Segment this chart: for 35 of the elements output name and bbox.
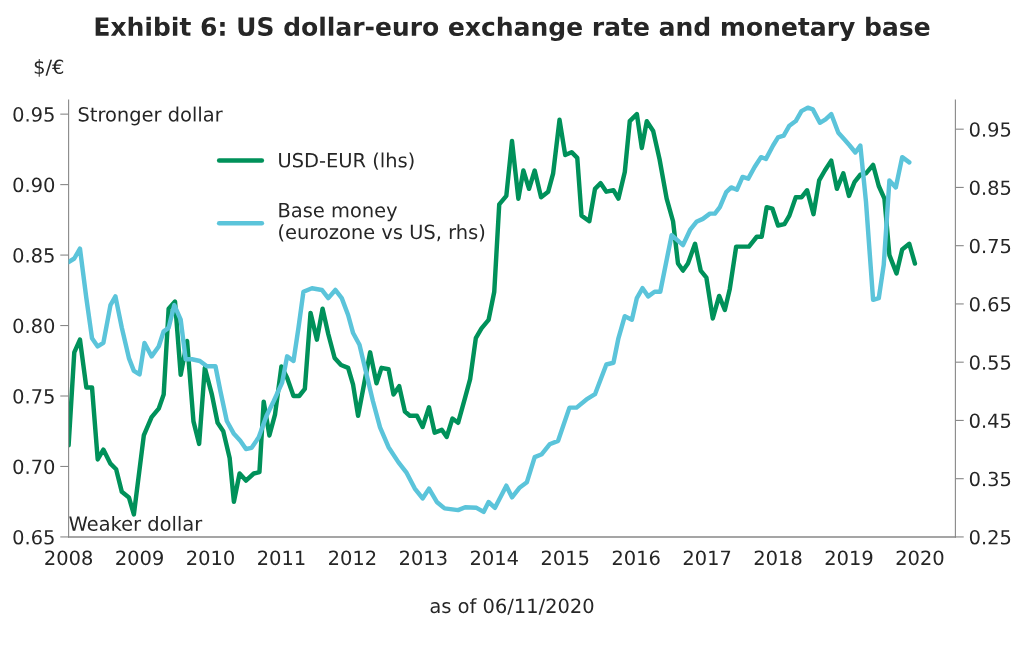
x-tick-label: 2017 [683,550,731,566]
chart-title: Exhibit 6: US dollar-euro exchange rate and monetary base [95,16,930,42]
y2-tick-label: 0.95 [969,122,1011,137]
y2-tick-label: 0.65 [969,296,1011,312]
y2-tick-label: 0.85 [969,180,1011,196]
x-tick-label: 2019 [825,550,873,566]
x-tick-label: 2013 [400,550,447,566]
x-tick-label: 2020 [896,550,944,566]
x-tick-label: 2009 [116,550,163,566]
y-tick-label: 0.85 [13,248,54,263]
x-tick-label: 2008 [45,550,93,566]
legend-label: Base money (eurozone vs US, rhs) [279,203,485,242]
y-axis-title: $/€ [34,59,64,77]
y-tick-label: 0.75 [13,388,54,404]
x-tick-label: 2018 [754,550,802,566]
x-tick-label: 2014 [470,550,518,566]
x-tick-label: 2010 [187,550,234,566]
text: as of 06/11/2020 [430,598,594,615]
y-tick-label: 0.95 [13,107,54,122]
x-tick-label: 2016 [612,550,660,566]
x-tick-label: 2015 [541,550,589,566]
annotation: Stronger dollar [78,106,223,126]
y-tick-label: 0.80 [13,318,55,334]
y-tick-label: 0.70 [13,459,55,475]
y2-tick-label: 0.35 [969,471,1011,487]
x-tick-label: 2012 [329,550,376,566]
legend-label: USD-EUR (lhs) [279,152,414,170]
y-tick-label: 0.65 [13,529,54,545]
y-tick-label: 0.90 [13,177,55,193]
annotation: Weaker dollar [69,515,203,531]
y2-tick-label: 0.55 [969,355,1011,370]
y2-tick-label: 0.45 [969,413,1011,429]
y2-tick-label: 0.75 [969,238,1011,254]
y2-tick-label: 0.25 [969,529,1011,545]
x-tick-label: 2011 [258,550,305,566]
